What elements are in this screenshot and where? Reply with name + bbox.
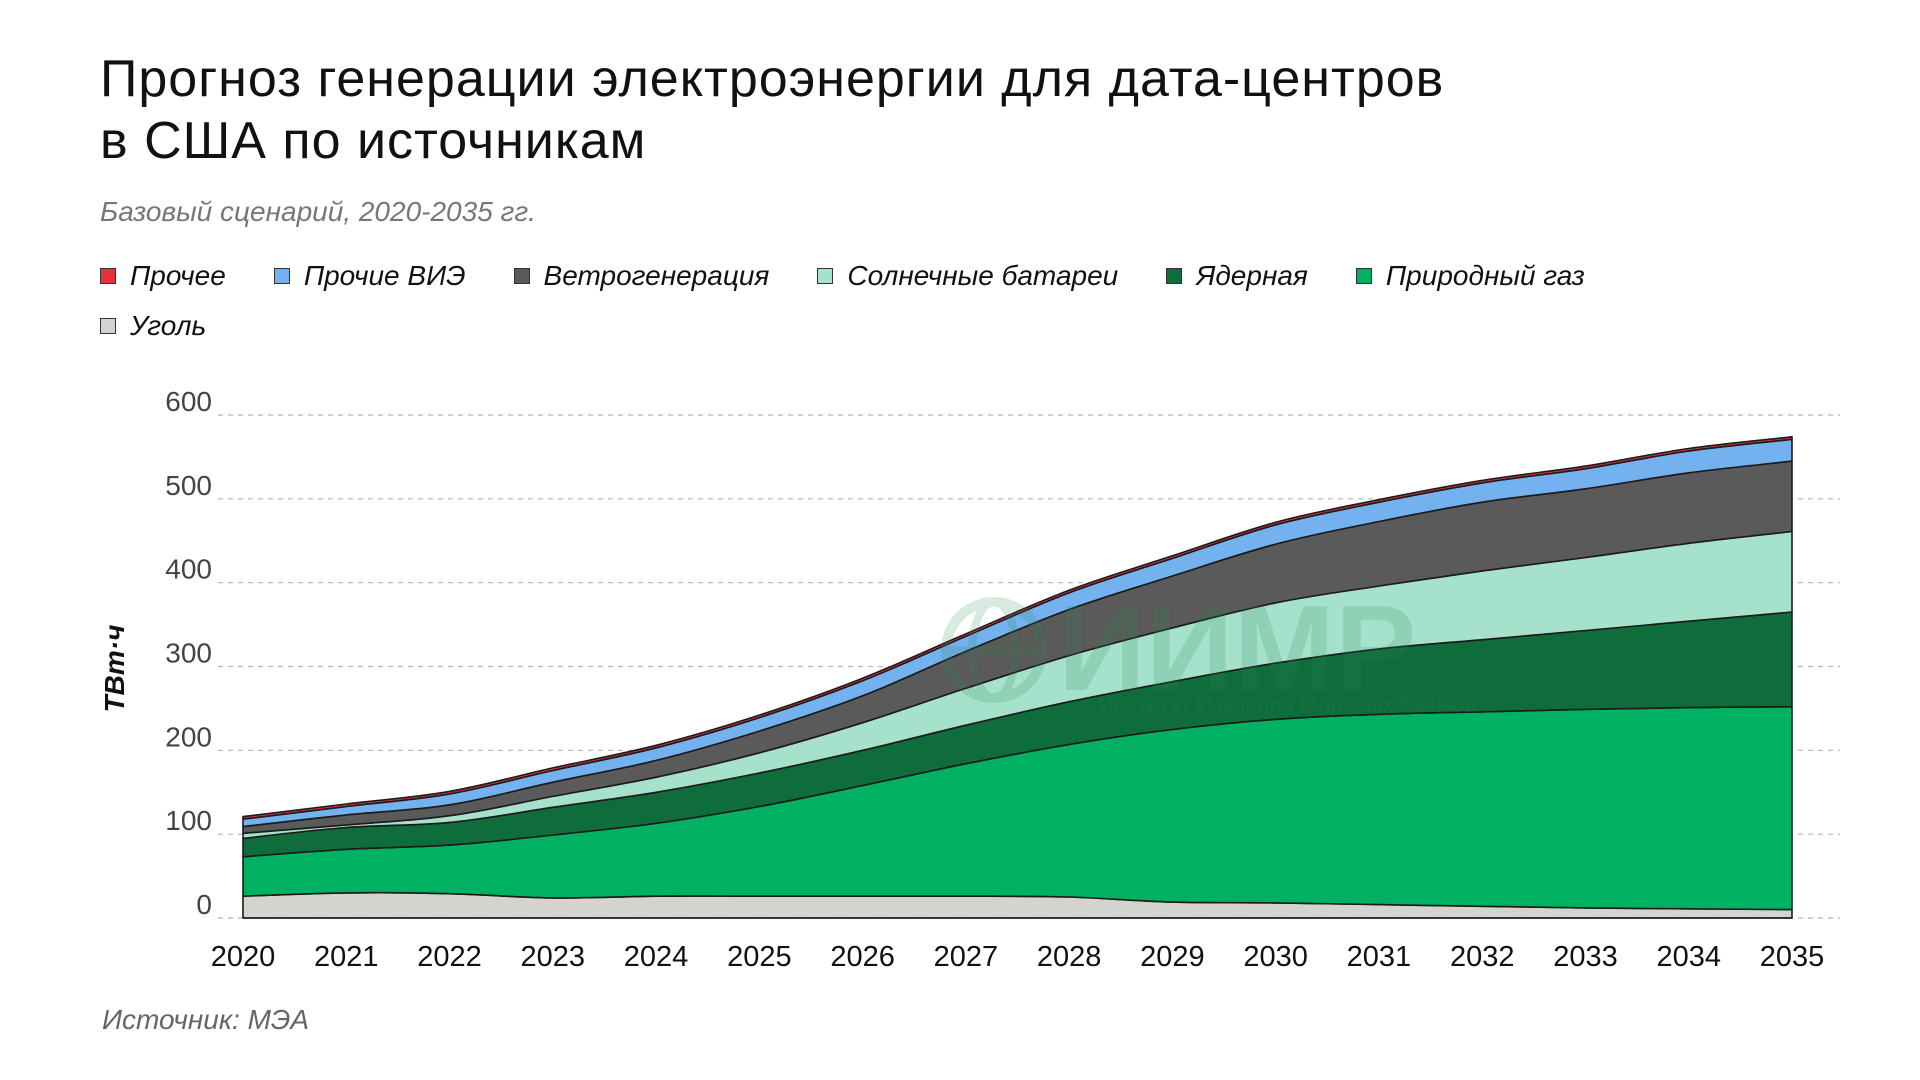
legend-item-solar: Солнечные батареи <box>817 258 1118 294</box>
x-tick-label-2027: 2027 <box>934 941 999 973</box>
x-tick-label-2026: 2026 <box>830 941 895 973</box>
x-tick-label-2020: 2020 <box>211 941 276 973</box>
x-tick-label-2022: 2022 <box>417 941 482 973</box>
legend-swatch-other_res <box>273 268 290 284</box>
legend-item-coal: Уголь <box>100 308 206 344</box>
x-tick-label-2024: 2024 <box>624 941 689 973</box>
legend-label-solar: Солнечные батареи <box>847 260 1119 291</box>
legend-swatch-gas <box>1355 268 1372 284</box>
legend-item-other_res: Прочие ВИЭ <box>273 258 466 294</box>
chart-subtitle: Базовый сценарий, 2020-2035 гг. <box>100 196 536 227</box>
y-tick-label-400: 400 <box>165 554 212 585</box>
x-tick-label-2025: 2025 <box>727 941 792 973</box>
y-tick-label-500: 500 <box>165 470 212 501</box>
legend-swatch-nuclear <box>1166 268 1183 284</box>
legend-item-nuclear: Ядерная <box>1166 258 1308 294</box>
x-tick-label-2032: 2032 <box>1450 941 1515 973</box>
legend-label-other_res: Прочие ВИЭ <box>303 260 466 291</box>
watermark-globe-icon <box>941 597 1047 703</box>
chart-title-line-1: Прогноз генерации электроэнергии для дат… <box>100 50 1445 108</box>
legend-label-other: Прочее <box>130 260 226 291</box>
x-tick-label-2034: 2034 <box>1656 941 1721 973</box>
legend-item-gas: Природный газ <box>1355 258 1585 294</box>
watermark-globe-meridian <box>968 598 1020 702</box>
y-tick-label-600: 600 <box>165 386 212 417</box>
legend-item-wind: Ветрогенерация <box>513 258 770 294</box>
x-tick-label-2030: 2030 <box>1243 941 1308 973</box>
x-tick-label-2035: 2035 <box>1760 941 1825 973</box>
chart-title: Прогноз генерации электроэнергии для дат… <box>100 48 1800 172</box>
y-tick-label-300: 300 <box>165 638 212 669</box>
legend-label-wind: Ветрогенерация <box>543 260 770 291</box>
x-tick-label-2023: 2023 <box>521 941 586 973</box>
y-tick-label-200: 200 <box>165 721 212 752</box>
legend-swatch-wind <box>513 268 530 284</box>
y-axis-label: ТВт·ч <box>99 625 130 713</box>
source-note: Источник: МЭА <box>102 1004 310 1035</box>
legend-swatch-coal <box>100 318 116 334</box>
x-tick-label-2028: 2028 <box>1037 941 1102 973</box>
legend-swatch-other <box>100 268 116 284</box>
legend-label-gas: Природный газ <box>1385 260 1585 291</box>
legend-label-coal: Уголь <box>130 310 207 341</box>
x-tick-label-2033: 2033 <box>1553 941 1618 973</box>
area-layers <box>242 436 1793 919</box>
y-tick-label-100: 100 <box>165 805 212 836</box>
x-tick-label-2029: 2029 <box>1140 941 1205 973</box>
legend-label-nuclear: Ядерная <box>1196 260 1308 291</box>
y-tick-label-0: 0 <box>196 889 212 920</box>
chart-title-line-2: в США по источникам <box>100 112 647 170</box>
watermark-logo-text: ИИМР <box>1058 580 1416 716</box>
legend-item-other: Прочее <box>100 258 226 294</box>
x-tick-label-2031: 2031 <box>1347 941 1412 973</box>
x-tick-label-2021: 2021 <box>314 941 379 973</box>
watermark-caption: Институт Изучения Мировых Рынков <box>1098 692 1476 717</box>
area-other <box>242 436 1793 820</box>
chart-legend: Прочее Прочие ВИЭ Ветрогенерация Солнечные … <box>100 258 1600 344</box>
legend-swatch-solar <box>817 268 834 284</box>
